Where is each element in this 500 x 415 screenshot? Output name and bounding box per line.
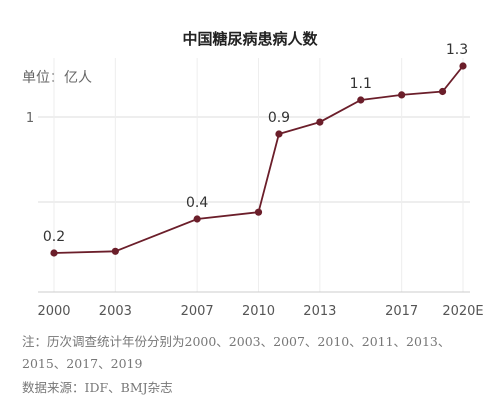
data-point <box>398 91 406 99</box>
data-point <box>254 208 263 216</box>
data-point <box>50 249 58 257</box>
x-tick-label: 2010 <box>242 304 275 319</box>
data-point <box>357 96 365 104</box>
data-source: 数据来源：IDF、BMJ杂志 <box>22 380 173 395</box>
series-line <box>53 65 464 254</box>
unit-label: 单位：亿人 <box>22 70 92 86</box>
data-point <box>438 87 447 96</box>
data-label: 1.1 <box>350 76 372 92</box>
data-label: 1.3 <box>446 42 468 58</box>
data-label: 0.2 <box>43 229 65 245</box>
data-point <box>275 130 283 138</box>
data-point <box>193 215 201 223</box>
data-point <box>316 118 324 126</box>
x-tick-label: 2013 <box>303 304 336 319</box>
x-tick-label: 2017 <box>385 304 418 319</box>
x-tick-label: 2003 <box>99 304 132 319</box>
data-label: 0.4 <box>186 195 208 211</box>
x-tick-label: 2007 <box>181 304 214 319</box>
data-label: 0.9 <box>268 110 290 126</box>
chart-title: 中国糖尿病患病人数 <box>182 30 318 48</box>
x-tick-label: 2020E <box>442 304 483 319</box>
x-tick-label: 2000 <box>37 304 70 319</box>
data-point <box>111 247 119 255</box>
y-tick-label: 1 <box>26 111 34 126</box>
data-point <box>459 62 467 70</box>
footnote: 注：历次调查统计年份分别为2000、2003、2007、2010、2011、20… <box>22 334 451 371</box>
